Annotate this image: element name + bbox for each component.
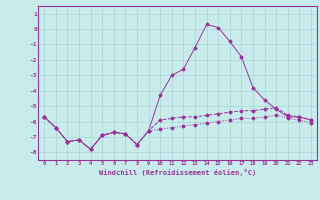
X-axis label: Windchill (Refroidissement éolien,°C): Windchill (Refroidissement éolien,°C) — [99, 169, 256, 176]
